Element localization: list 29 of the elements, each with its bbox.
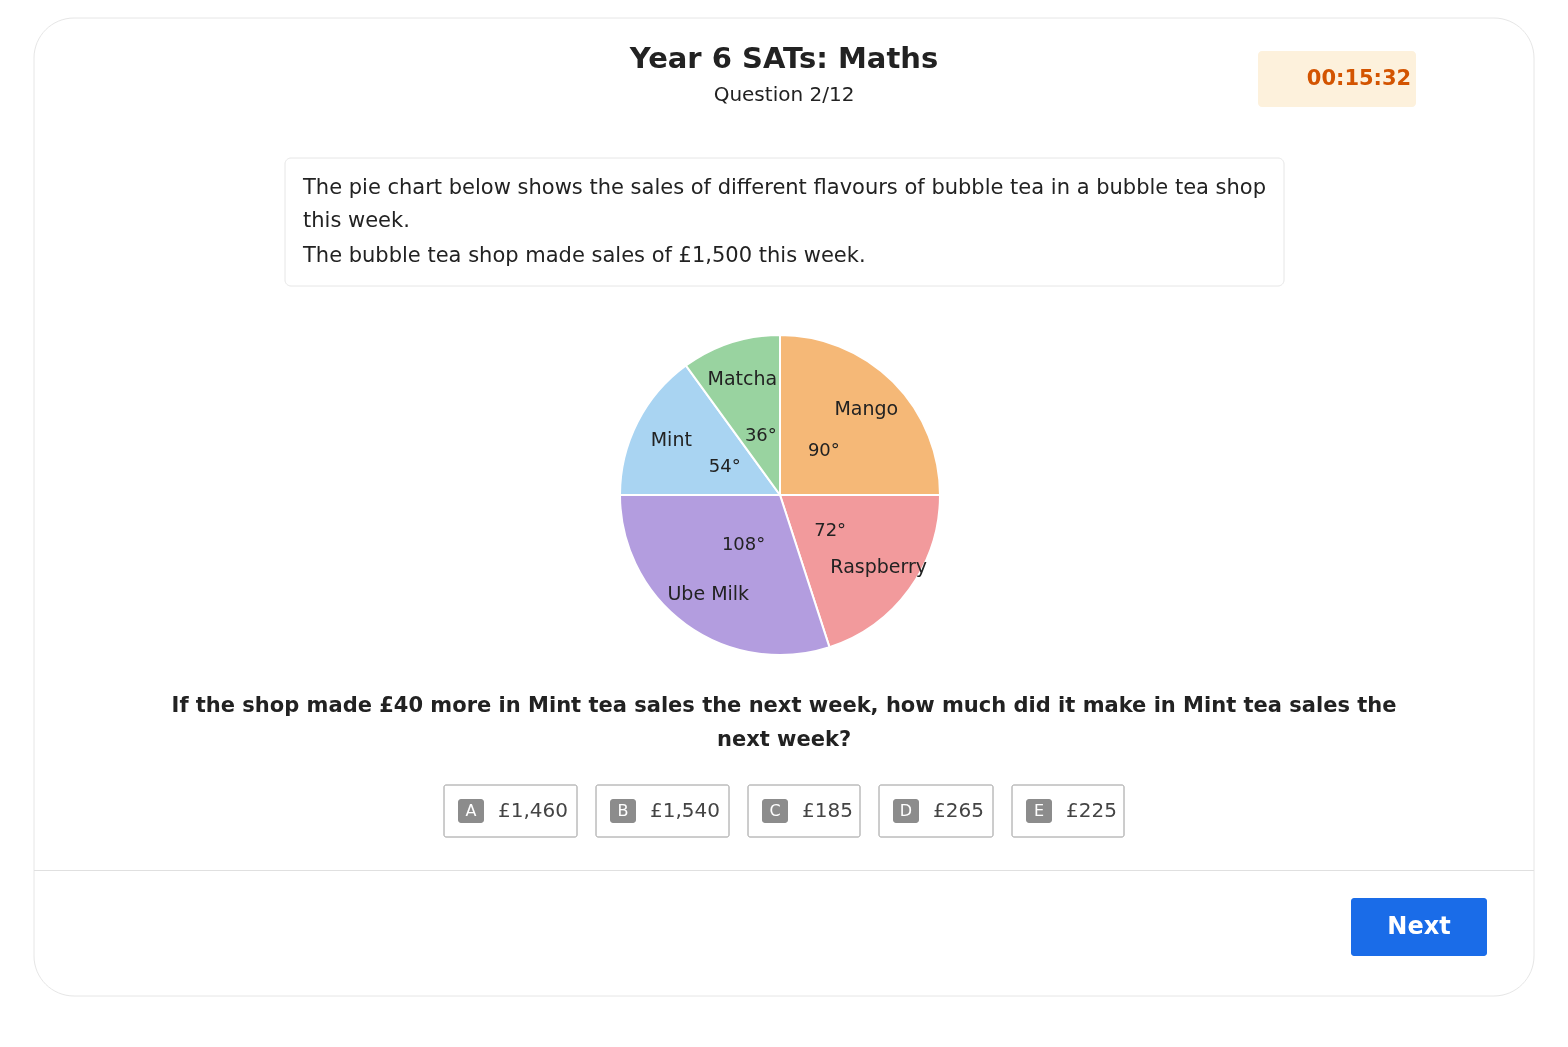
data-label: 36°	[744, 424, 777, 446]
text: £225	[1066, 798, 1117, 822]
data-label: 90°	[807, 439, 840, 461]
text: £1,460	[498, 798, 568, 822]
data-label: 72°	[814, 519, 847, 541]
slice-label: Mango	[834, 396, 899, 419]
chart-title: Year 6 SATs: Maths	[628, 41, 939, 75]
text: £185	[802, 798, 853, 822]
text: A	[465, 801, 477, 820]
data-label: 108°	[721, 533, 766, 555]
text: next week?	[716, 727, 852, 751]
text: If the shop made £40 more in Mint tea sales the next week, how much did it make in Mint tea sales the	[171, 693, 1397, 717]
slice-label: Ube Milk	[667, 581, 750, 604]
text: E	[1033, 801, 1045, 820]
data-label: 54°	[708, 454, 741, 476]
slice-label: Matcha	[707, 366, 778, 389]
text: The pie chart below shows the sales of different flavours of bubble tea in a bubble tea shop	[302, 175, 1267, 199]
slice-label: Raspberry	[830, 554, 928, 577]
text: £265	[933, 798, 984, 822]
text: B	[617, 801, 629, 820]
text: 00:15:32	[1306, 66, 1412, 90]
text: £1,540	[650, 798, 720, 822]
text: The bubble tea shop made sales of £1,500 this week.	[302, 243, 866, 267]
text: this week.	[303, 208, 410, 232]
text: C	[769, 801, 781, 820]
text: Next	[1387, 912, 1451, 940]
slice-label: Mint	[650, 427, 692, 450]
chart-subtitle: Question 2/12	[713, 82, 855, 106]
text: D	[899, 801, 913, 820]
